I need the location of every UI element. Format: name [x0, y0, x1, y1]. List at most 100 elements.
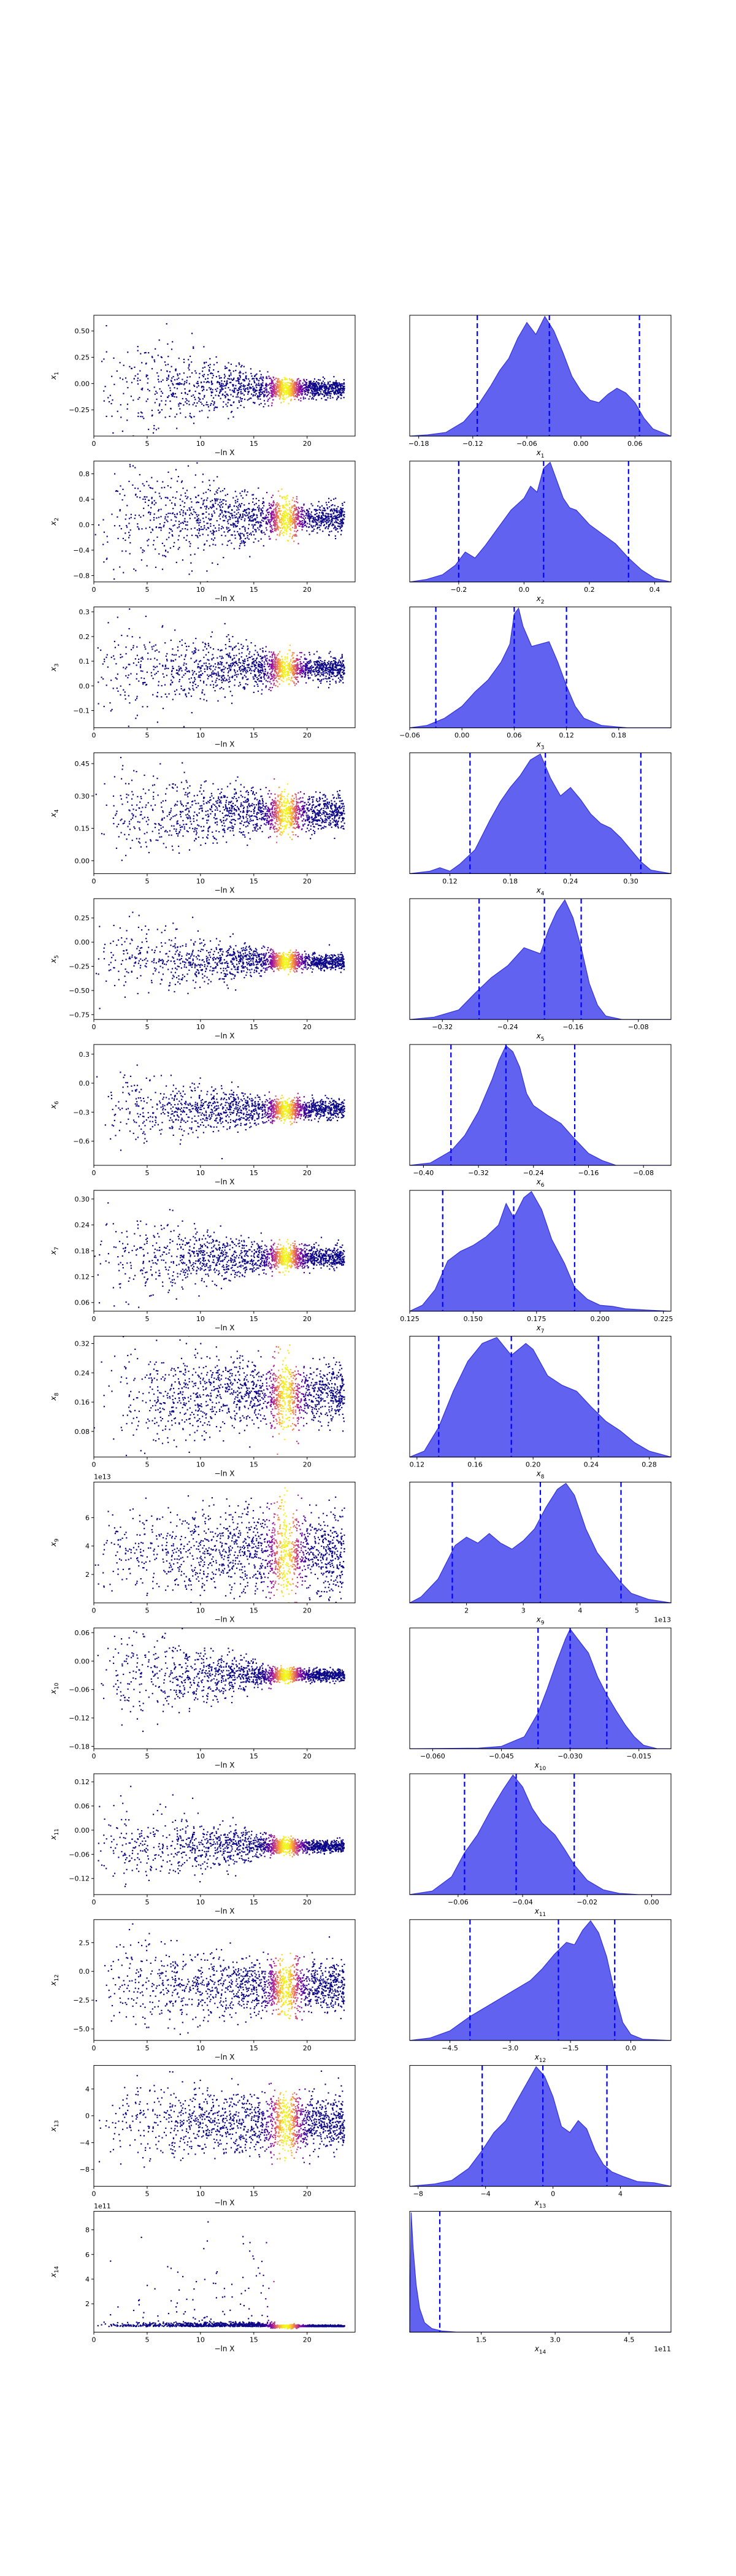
scatter-point [297, 680, 299, 683]
scatter-point [238, 382, 240, 384]
scatter-point [211, 658, 213, 660]
scatter-point [296, 678, 298, 681]
scatter-point [138, 529, 140, 531]
scatter-point [164, 486, 166, 488]
scatter-point [238, 362, 240, 364]
scatter-point [319, 386, 321, 388]
x-tick-label: −0.06 [516, 440, 537, 448]
scatter-point [329, 674, 331, 676]
scatter-point [194, 396, 196, 398]
scatter-point [331, 521, 333, 523]
scatter-point [301, 391, 302, 393]
scatter-point [335, 381, 337, 383]
scatter-point [191, 501, 193, 503]
scatter-point [142, 416, 144, 418]
scatter-point [261, 532, 263, 534]
scatter-point [172, 665, 174, 667]
scatter-point [186, 489, 188, 491]
scatter-point [269, 502, 270, 504]
scatter-point [285, 383, 287, 386]
scatter-point [237, 521, 239, 523]
scatter-point [318, 508, 320, 510]
scatter-point [254, 381, 256, 384]
scatter-point [251, 517, 253, 519]
scatter-point [139, 370, 141, 372]
scatter-point [270, 507, 272, 509]
scatter-point [263, 377, 264, 379]
scatter-point [222, 406, 224, 408]
scatter-point [221, 677, 223, 678]
scatter-point [327, 518, 329, 519]
scatter-point [315, 383, 316, 385]
scatter-point [183, 726, 185, 727]
scatter-point [199, 677, 201, 678]
scatter-point [271, 382, 273, 384]
scatter-point [210, 388, 212, 389]
scatter-point [267, 371, 269, 373]
scatter-point [318, 515, 320, 517]
scatter-point [270, 531, 272, 534]
scatter-point [156, 536, 158, 538]
scatter-point [277, 515, 278, 516]
scatter-point [256, 661, 258, 663]
scatter-point [278, 394, 280, 396]
scatter-point [316, 513, 318, 515]
scatter-point [195, 637, 197, 640]
scatter-point [218, 529, 220, 531]
scatter-point [161, 542, 163, 544]
scatter-point [193, 680, 196, 682]
scatter-point [210, 404, 212, 406]
scatter-point [197, 494, 199, 496]
scatter-point [197, 663, 199, 665]
scatter-point [222, 503, 224, 505]
scatter-point [261, 693, 263, 695]
scatter-point [250, 372, 252, 375]
scatter-point [275, 521, 277, 523]
scatter-point [251, 520, 253, 522]
scatter-point [323, 383, 325, 385]
scatter-point [202, 673, 204, 675]
scatter-point [273, 674, 275, 677]
scatter-point [130, 396, 132, 397]
scatter-point [328, 501, 330, 503]
scatter-point [301, 391, 303, 393]
scatter-point [217, 684, 218, 686]
scatter-point [261, 667, 263, 669]
scatter-point [230, 363, 232, 365]
scatter-point [171, 673, 172, 675]
scatter-point [186, 393, 188, 395]
scatter-point [261, 385, 263, 387]
scatter-point [327, 521, 329, 523]
scatter-point [194, 678, 196, 680]
scatter-point [242, 647, 243, 650]
scatter-point [331, 513, 332, 515]
scatter-point [248, 667, 250, 669]
scatter-point [270, 516, 272, 518]
scatter-point [280, 530, 282, 532]
scatter-point [197, 518, 199, 519]
scatter-point [232, 649, 234, 651]
scatter-point [297, 378, 299, 380]
scatter-point [282, 384, 284, 386]
scatter-point [178, 674, 180, 676]
scatter-point [316, 509, 318, 511]
scatter-point [303, 378, 305, 380]
scatter-point [304, 668, 306, 670]
scatter-point [278, 653, 280, 655]
scatter-point [248, 663, 250, 665]
scatter-point [286, 388, 288, 390]
scatter-point [199, 399, 201, 401]
scatter-point [170, 684, 172, 686]
scatter-point [205, 516, 207, 518]
scatter-point [237, 392, 239, 394]
scatter-point [256, 373, 258, 375]
scatter-point [298, 672, 300, 674]
scatter-point [332, 382, 334, 384]
scatter-point [166, 667, 167, 669]
scatter-point [185, 539, 187, 541]
scatter-point [324, 399, 326, 401]
scatter-point [303, 522, 305, 524]
scatter-point [264, 665, 266, 667]
scatter-point [289, 529, 291, 531]
scatter-point [153, 359, 155, 361]
